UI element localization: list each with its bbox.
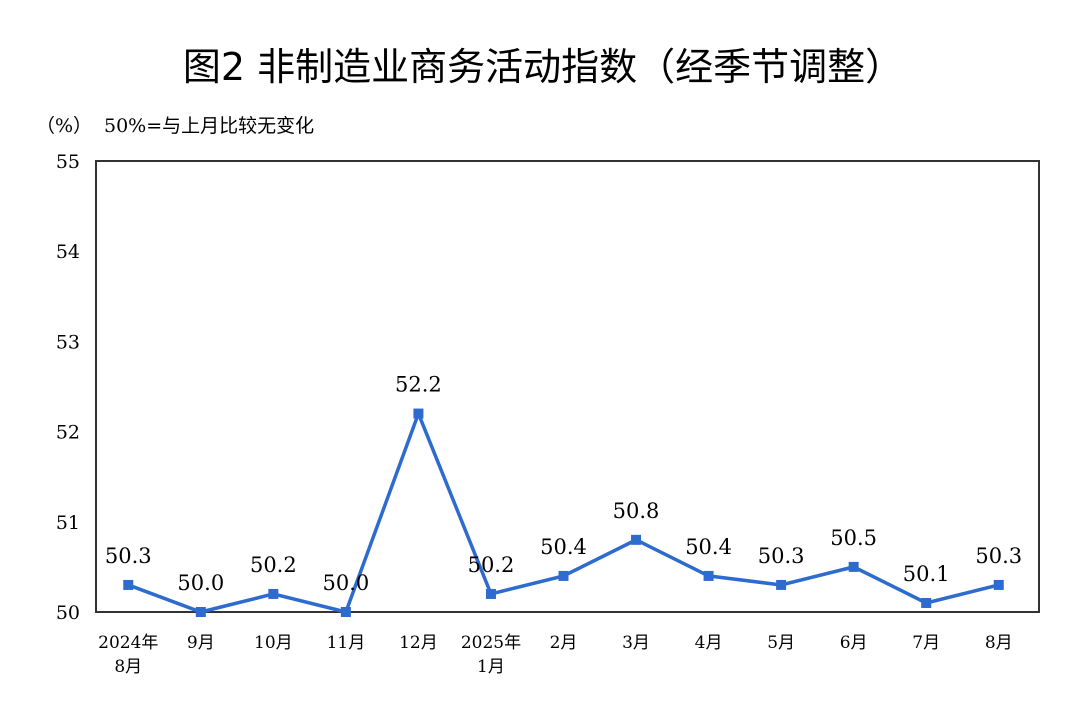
y-tick-label: 51	[56, 512, 80, 534]
data-point	[703, 570, 714, 581]
data-point	[268, 588, 279, 599]
data-point	[485, 588, 496, 599]
y-tick-label: 54	[56, 241, 80, 263]
data-labels: 50.3 50.0 50.2 50.0 52.2 50.2 50.4 50.8 50.4 50.3…	[105, 373, 1022, 595]
y-tick-label: 52	[56, 422, 80, 444]
x-tick-label: 11月	[327, 633, 366, 653]
x-tick-label: 10月	[254, 633, 293, 653]
x-tick-label: 2025年 1月	[461, 633, 521, 677]
data-label: 50.3	[105, 544, 152, 568]
x-tick-label: 7月	[912, 633, 940, 653]
data-label: 50.4	[540, 535, 587, 559]
x-tick-label: 5月	[767, 633, 795, 653]
markers	[123, 408, 1004, 617]
data-label: 50.5	[830, 526, 877, 550]
data-label: 50.2	[250, 553, 297, 577]
plot-area	[95, 160, 1040, 613]
data-point	[123, 579, 134, 590]
x-tick-label: 12月	[399, 633, 438, 653]
data-label: 50.3	[758, 544, 805, 568]
data-point	[921, 597, 932, 608]
data-point	[631, 534, 642, 545]
x-tick-label: 2024年 8月	[98, 633, 158, 677]
data-point	[413, 408, 424, 419]
y-tick-label: 50	[56, 602, 80, 624]
y-tick-label: 53	[56, 331, 80, 353]
data-label: 50.3	[975, 544, 1022, 568]
data-point	[848, 561, 859, 572]
x-tick-label: 3月	[622, 633, 650, 653]
data-label: 50.8	[613, 499, 660, 523]
annotation: 50%=与上月比较无变化	[104, 115, 314, 137]
data-label: 50.0	[323, 571, 370, 595]
data-label: 50.0	[177, 571, 224, 595]
data-label: 50.2	[468, 553, 515, 577]
x-axis: 2024年 8月 9月 10月 11月 12月 2025年 1月 2月 3月 4月 5月 6月 7月 8月	[98, 633, 1013, 677]
chart-title: 图2 非制造业商务活动指数（经季节调整）	[183, 45, 903, 89]
data-label: 50.4	[685, 535, 732, 559]
data-point	[993, 579, 1004, 590]
unit-label: （%）	[36, 115, 92, 137]
x-tick-label: 2月	[550, 633, 578, 653]
data-label: 52.2	[395, 373, 442, 397]
x-tick-label: 8月	[985, 633, 1013, 653]
data-point	[558, 570, 569, 581]
y-tick-label: 55	[56, 151, 80, 173]
x-tick-label: 4月	[695, 633, 723, 653]
data-point	[195, 607, 206, 617]
series-line	[127, 408, 1000, 615]
data-label: 50.1	[903, 562, 950, 586]
x-tick-label: 9月	[187, 633, 215, 653]
y-axis: 50 51 52 53 54 55	[56, 151, 80, 624]
data-point	[340, 607, 351, 617]
data-point	[776, 579, 787, 590]
x-tick-label: 6月	[840, 633, 868, 653]
